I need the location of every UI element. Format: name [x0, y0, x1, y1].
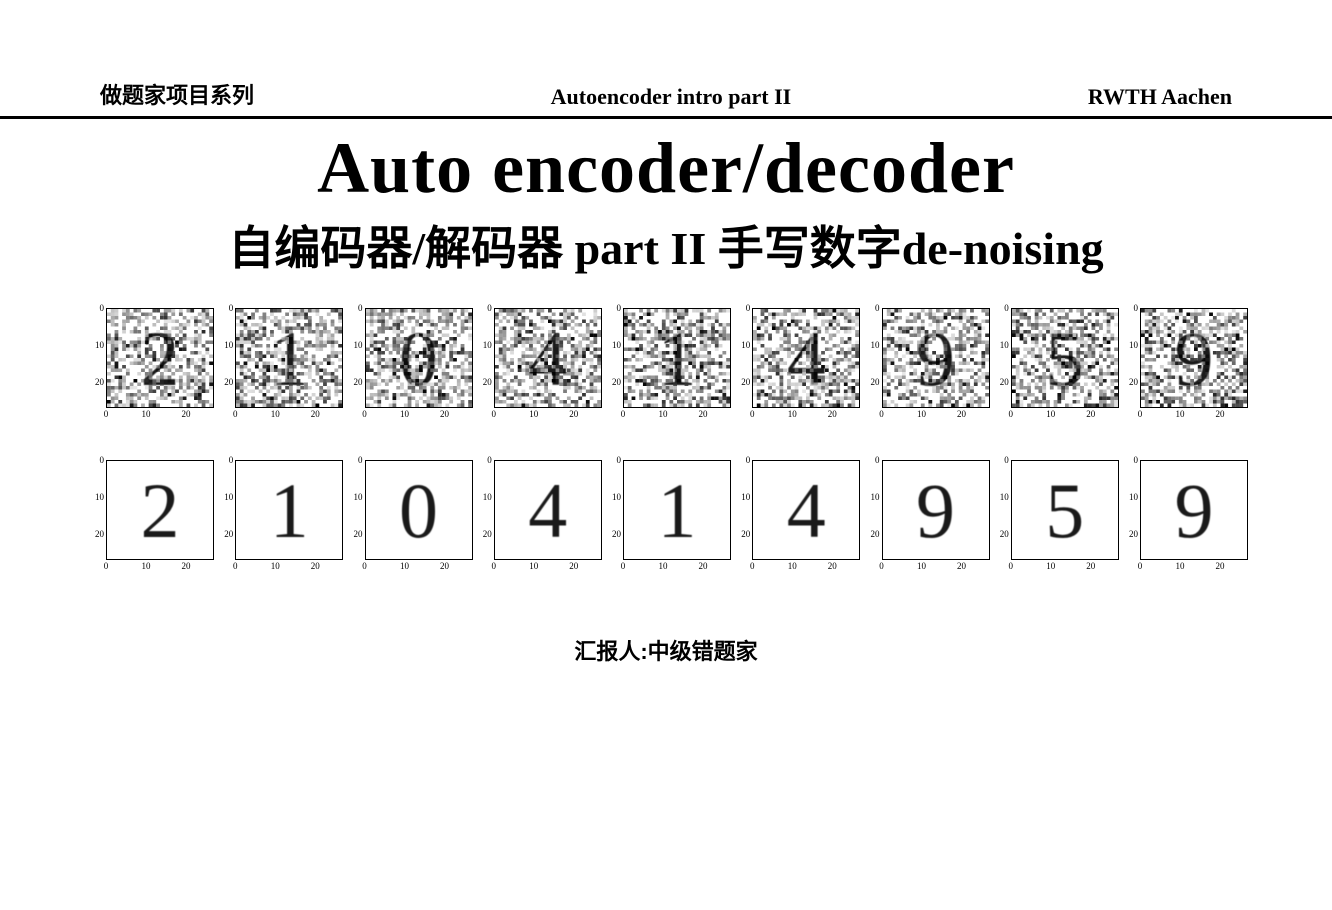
digit-glyph: 1 — [236, 461, 342, 559]
digit-glyph: 5 — [1012, 461, 1118, 559]
noisy-digit-plot: 0 — [365, 308, 473, 408]
clean-digit-plot: 5 — [1011, 460, 1119, 560]
mnist-cell: 01020001020 — [349, 308, 467, 420]
mnist-cell: 01020401020 — [478, 460, 596, 572]
mnist-cell: 01020901020 — [1124, 308, 1242, 420]
mnist-cell: 01020101020 — [607, 308, 725, 420]
clean-digit-plot: 1 — [623, 460, 731, 560]
noisy-digit-plot: 9 — [1140, 308, 1248, 408]
title-sub: 自编码器/解码器 part II 手写数字de-noising — [0, 212, 1332, 278]
mnist-cell: 01020201020 — [90, 308, 208, 420]
digit-glyph: 9 — [1141, 461, 1247, 559]
clean-digit-plot: 4 — [752, 460, 860, 560]
mnist-cell: 01020401020 — [736, 308, 854, 420]
noisy-digit-plot: 1 — [235, 308, 343, 408]
digit-glyph: 4 — [753, 461, 859, 559]
clean-digit-plot: 0 — [365, 460, 473, 560]
noisy-digit-plot: 1 — [623, 308, 731, 408]
mnist-cell: 01020001020 — [349, 460, 467, 572]
digit-glyph: 4 — [495, 461, 601, 559]
mnist-cell: 01020101020 — [607, 460, 725, 572]
clean-digit-plot: 9 — [882, 460, 990, 560]
header-center: Autoencoder intro part II — [551, 84, 792, 110]
noisy-digit-plot: 4 — [494, 308, 602, 408]
digit-glyph: 1 — [624, 461, 730, 559]
digit-glyph: 2 — [107, 461, 213, 559]
header-bar: 做题家项目系列 Autoencoder intro part II RWTH A… — [0, 78, 1332, 119]
mnist-cell: 01020201020 — [90, 460, 208, 572]
mnist-cell: 01020401020 — [736, 460, 854, 572]
mnist-cell: 01020901020 — [866, 308, 984, 420]
mnist-grid: 0102020102001020101020010200010200102040… — [90, 308, 1242, 572]
clean-digit-plot: 9 — [1140, 460, 1248, 560]
clean-digit-plot: 1 — [235, 460, 343, 560]
clean-digit-plot: 4 — [494, 460, 602, 560]
mnist-cell: 01020101020 — [219, 308, 337, 420]
mnist-cell: 01020901020 — [866, 460, 984, 572]
digit-glyph: 9 — [883, 461, 989, 559]
header-right: RWTH Aachen — [1088, 84, 1232, 110]
mnist-cell: 01020401020 — [478, 308, 596, 420]
row-clean: 0102020102001020101020010200010200102040… — [90, 460, 1242, 572]
noisy-digit-plot: 5 — [1011, 308, 1119, 408]
noisy-digit-plot: 2 — [106, 308, 214, 408]
digit-glyph: 0 — [366, 461, 472, 559]
mnist-cell: 01020501020 — [995, 308, 1113, 420]
mnist-cell: 01020501020 — [995, 460, 1113, 572]
mnist-cell: 01020101020 — [219, 460, 337, 572]
mnist-cell: 01020901020 — [1124, 460, 1242, 572]
noisy-digit-plot: 9 — [882, 308, 990, 408]
footer-author: 汇报人:中级错题家 — [0, 634, 1332, 666]
row-noisy: 0102020102001020101020010200010200102040… — [90, 308, 1242, 420]
clean-digit-plot: 2 — [106, 460, 214, 560]
noisy-digit-plot: 4 — [752, 308, 860, 408]
header-left: 做题家项目系列 — [100, 78, 254, 110]
title-main: Auto encoder/decoder — [0, 127, 1332, 210]
